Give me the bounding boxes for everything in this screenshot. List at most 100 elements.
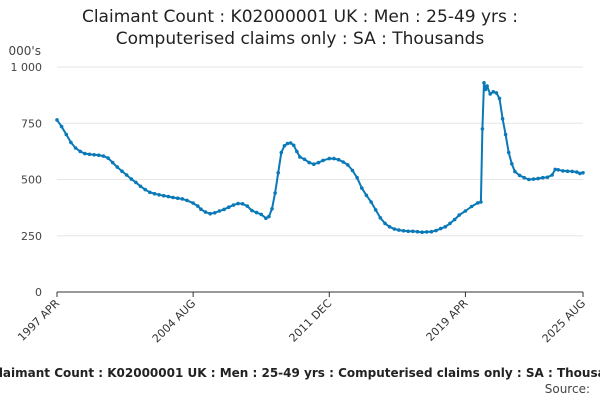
data-point xyxy=(185,198,189,203)
data-point xyxy=(545,175,550,180)
data-point xyxy=(527,177,531,182)
data-point xyxy=(536,176,540,181)
data-point xyxy=(282,144,287,148)
data-point xyxy=(429,229,434,234)
data-point xyxy=(570,169,574,174)
data-point xyxy=(500,117,505,121)
data-point xyxy=(59,124,64,129)
data-point xyxy=(196,204,200,208)
data-point xyxy=(307,160,312,165)
data-point xyxy=(448,221,452,226)
data-point xyxy=(115,165,120,169)
y-tick-label: 750 xyxy=(21,117,42,130)
data-point xyxy=(175,196,180,200)
chart-title-line-2: Computerised claims only : SA : Thousand… xyxy=(115,29,485,49)
data-point xyxy=(64,132,69,137)
data-point xyxy=(369,200,373,204)
data-point xyxy=(87,152,92,157)
data-point xyxy=(208,211,212,216)
x-tick-label: 1997 APR xyxy=(15,297,62,344)
data-point xyxy=(541,175,545,180)
data-point xyxy=(267,214,271,219)
data-point xyxy=(226,205,231,209)
data-point xyxy=(503,132,508,137)
data-point xyxy=(491,90,496,94)
data-point xyxy=(101,154,106,158)
data-point xyxy=(152,191,157,196)
data-point xyxy=(438,226,443,231)
data-point xyxy=(355,175,359,180)
data-point xyxy=(55,118,59,122)
data-point xyxy=(485,84,489,88)
data-point xyxy=(279,150,284,155)
data-point xyxy=(240,202,245,206)
y-tick-label: 500 xyxy=(21,174,42,187)
data-point xyxy=(245,204,250,208)
data-point xyxy=(480,127,485,131)
x-tick-label: 2025 AUG xyxy=(540,297,589,346)
data-point xyxy=(378,216,383,220)
x-tick-label: 2004 AUG xyxy=(150,297,199,346)
data-point xyxy=(291,143,296,148)
data-point xyxy=(110,160,115,165)
data-point xyxy=(327,156,332,161)
data-point xyxy=(575,170,579,174)
data-point xyxy=(217,209,222,213)
data-point xyxy=(434,228,438,233)
data-point xyxy=(97,153,101,157)
x-tick-label: 2019 APR xyxy=(424,297,471,344)
y-axis-label: 000's xyxy=(9,44,41,58)
data-point xyxy=(148,190,152,195)
data-point xyxy=(259,212,264,217)
data-point xyxy=(415,229,420,234)
data-point xyxy=(143,187,147,192)
data-point xyxy=(387,225,392,229)
data-point xyxy=(494,91,499,95)
chart-title: Claimant Count : K02000001 UK : Men : 25… xyxy=(0,6,600,50)
data-point xyxy=(222,207,226,212)
data-point xyxy=(565,169,570,173)
data-point xyxy=(531,177,536,181)
data-point xyxy=(506,150,511,155)
data-point xyxy=(513,169,517,174)
data-point xyxy=(424,230,429,234)
data-point xyxy=(120,169,124,173)
data-point xyxy=(522,175,526,180)
y-tick-label: 250 xyxy=(21,230,42,243)
data-point xyxy=(288,141,293,145)
data-point xyxy=(78,149,82,154)
data-point xyxy=(561,169,565,173)
data-point xyxy=(231,203,236,207)
x-tick-label: 2011 DEC xyxy=(287,297,335,345)
data-point xyxy=(295,149,299,154)
y-tick-label: 1 000 xyxy=(11,61,43,74)
data-point xyxy=(213,211,217,215)
data-point xyxy=(497,96,502,101)
data-point xyxy=(476,201,480,205)
data-point xyxy=(166,194,171,199)
data-point xyxy=(578,171,582,176)
data-point xyxy=(373,208,378,212)
data-point xyxy=(401,229,406,233)
data-point xyxy=(69,140,73,145)
y-tick-label: 0 xyxy=(35,286,42,299)
data-point xyxy=(463,209,468,213)
data-point xyxy=(364,193,369,198)
data-point xyxy=(106,156,110,160)
data-point xyxy=(157,193,161,197)
data-point xyxy=(452,217,457,222)
data-point xyxy=(250,208,254,213)
footer-series-label: Claimant Count : K02000001 UK : Men : 25… xyxy=(0,366,600,380)
data-point xyxy=(254,210,259,215)
data-point xyxy=(171,195,175,200)
data-point xyxy=(510,162,514,166)
data-point xyxy=(392,227,397,231)
data-point xyxy=(124,173,129,177)
data-point xyxy=(457,213,462,217)
data-point xyxy=(411,229,415,234)
data-point xyxy=(550,173,554,177)
data-point xyxy=(332,156,336,161)
data-point xyxy=(488,92,493,96)
data-point xyxy=(134,180,138,185)
